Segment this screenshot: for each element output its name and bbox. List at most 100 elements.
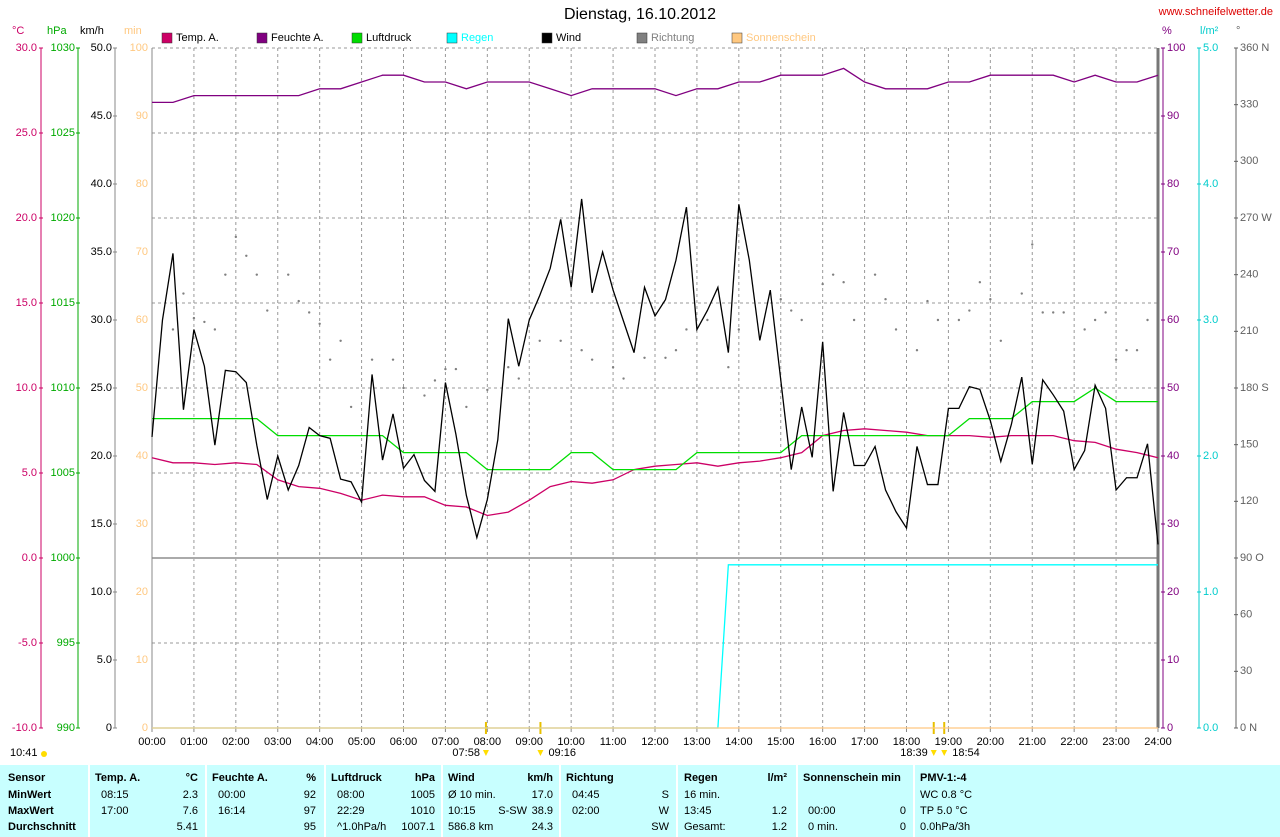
y-tick-label: 100 <box>130 42 148 54</box>
series-line <box>151 428 1159 517</box>
direction-dot <box>234 235 238 239</box>
table-cell: 08:00 <box>337 789 365 801</box>
direction-dot <box>894 328 898 331</box>
y-tick-label: 70 <box>1167 246 1179 258</box>
y-tick-label: 25.0 <box>91 382 112 394</box>
direction-dot <box>1104 311 1107 314</box>
legend-swatch <box>256 32 268 44</box>
table-cell: 16:14 <box>218 805 246 817</box>
x-tick-label: 04:00 <box>306 736 334 748</box>
x-tick-label: 00:00 <box>138 736 166 748</box>
y-tick-label: 35.0 <box>91 246 112 258</box>
y-tick-label: 5.0 <box>1203 42 1218 54</box>
y-tick-label: 40.0 <box>91 178 112 190</box>
y-tick-label: 90 O <box>1240 552 1264 564</box>
y-tick-label: 330 <box>1240 99 1258 111</box>
y-tick-label: 20 <box>136 586 148 598</box>
direction-dot <box>297 299 300 303</box>
table-header: % <box>306 772 316 784</box>
y-tick-label: 120 <box>1240 495 1258 507</box>
table-background <box>0 765 1280 837</box>
row-label: MinWert <box>8 789 52 801</box>
direction-dot <box>171 328 175 331</box>
table-cell: WC 0.8 °C <box>920 789 972 801</box>
y-tick-label: 30 <box>1240 665 1252 677</box>
direction-dot <box>915 349 919 352</box>
table-header: Sensor <box>8 772 46 784</box>
y-tick-label: 1.0 <box>1203 586 1218 598</box>
direction-dot <box>1041 311 1044 314</box>
direction-dot <box>454 367 458 371</box>
event-label: 18:39 <box>900 747 928 759</box>
direction-dot <box>779 298 782 301</box>
table-cell: S <box>662 789 669 801</box>
direction-dot <box>852 318 856 322</box>
direction-dot <box>1125 349 1128 352</box>
direction-dot <box>370 358 374 361</box>
table-cell: 38.9 <box>532 805 553 817</box>
table-cell: TP 5.0 °C <box>920 805 968 817</box>
table-cell: W <box>659 805 670 817</box>
axis-unit: ° <box>1236 25 1240 37</box>
y-tick-label: 180 S <box>1240 382 1269 394</box>
row-label: Durchschnitt <box>8 821 76 833</box>
x-tick-label: 06:00 <box>390 736 418 748</box>
table-separators <box>88 765 915 837</box>
table-cell: 1010 <box>411 805 435 817</box>
table-header: °C <box>186 772 198 784</box>
y-tick-label: 150 <box>1240 439 1258 451</box>
direction-dot <box>999 339 1003 342</box>
source: www.schneifelwetter.de <box>1158 6 1273 18</box>
y-tick-label: 90 <box>1167 110 1179 122</box>
y-tick-label: 25.0 <box>16 127 37 139</box>
x-tick-label: 24:00 <box>1144 736 1172 748</box>
y-tick-label: 10 <box>1167 654 1179 666</box>
direction-dot <box>307 311 311 314</box>
y-tick-label: 1005 <box>51 467 75 479</box>
direction-dot <box>402 386 405 390</box>
legend-swatch <box>541 32 553 44</box>
direction-dot <box>328 358 332 361</box>
table-cell: 17:00 <box>101 805 129 817</box>
direction-dot <box>255 273 258 276</box>
direction-dot <box>1114 358 1118 361</box>
direction-dot <box>349 405 353 409</box>
x-tick-label: 18:00 <box>893 736 921 748</box>
direction-dot <box>936 318 940 322</box>
chart-title: Dienstag, 16.10.2012 <box>564 6 716 23</box>
direction-dot <box>978 281 982 284</box>
series-line <box>152 67 1159 104</box>
table-cell: ^1.0hPa/h <box>337 821 386 833</box>
direction-dot <box>706 318 709 322</box>
x-tick-label: 11:00 <box>600 736 627 748</box>
y-tick-label: 50 <box>1167 382 1179 394</box>
y-tick-label: 1025 <box>51 127 75 139</box>
event-icon <box>482 750 489 756</box>
y-tick-label: 0 <box>142 722 148 734</box>
direction-dot <box>968 309 971 312</box>
direction-dot <box>507 366 510 369</box>
y-tick-label: 0 <box>106 722 112 734</box>
y-tick-label: 50.0 <box>91 42 112 54</box>
table-cell: 0 min. <box>808 821 838 833</box>
direction-dot <box>318 322 321 325</box>
sun-icon <box>41 751 47 757</box>
direction-dot <box>737 328 741 331</box>
direction-dot <box>1052 311 1055 314</box>
direction-dot <box>192 316 196 320</box>
y-tick-label: 60 <box>1167 314 1179 326</box>
legend-label: Feuchte A. <box>271 32 324 44</box>
y-tick-label: -10.0 <box>12 722 37 734</box>
y-tick-label: 5.0 <box>22 467 37 479</box>
direction-dot <box>517 377 520 380</box>
x-tick-label: 20:00 <box>977 736 1005 748</box>
direction-dot <box>674 349 678 352</box>
y-tick-label: 10.0 <box>91 586 112 598</box>
table-cell: 97 <box>304 805 316 817</box>
y-tick-label: 1030 <box>51 42 75 54</box>
y-tick-label: 30 <box>1167 518 1179 530</box>
direction-dot <box>590 358 594 361</box>
table-cell: 02:00 <box>572 805 600 817</box>
